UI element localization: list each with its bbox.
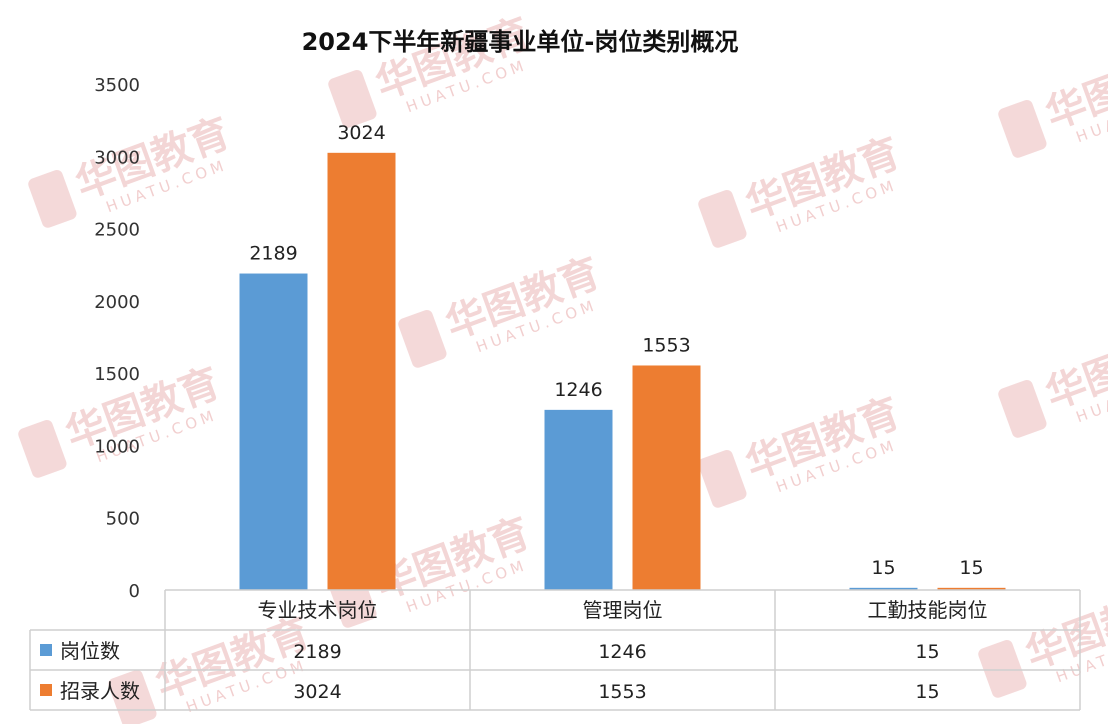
category-label: 管理岗位: [583, 598, 663, 622]
y-tick-label: 0: [129, 581, 140, 602]
table-cell: 1246: [598, 641, 646, 663]
y-tick-label: 3500: [94, 75, 140, 96]
watermark-logo-icon: [698, 449, 747, 508]
table-cell: 3024: [293, 681, 341, 703]
table-cell: 15: [915, 681, 939, 703]
bar: [632, 365, 701, 590]
bar: [327, 152, 396, 591]
data-label: 1553: [642, 334, 690, 356]
bars: [239, 152, 1006, 591]
data-label: 1246: [554, 379, 602, 401]
watermark-logo-icon: [18, 419, 67, 478]
watermark-logo-icon: [28, 169, 77, 228]
y-tick-label: 3000: [94, 147, 140, 168]
data-label: 3024: [337, 122, 385, 144]
table-cell: 15: [915, 641, 939, 663]
legend-swatch: [40, 644, 52, 656]
bar: [937, 587, 1006, 590]
table-cell: 1553: [598, 681, 646, 703]
watermark-logo-icon: [108, 669, 157, 724]
legend-label: 招录人数: [60, 679, 140, 703]
watermark-logo-icon: [978, 639, 1027, 698]
data-label: 15: [871, 557, 895, 579]
table-cell: 2189: [293, 641, 341, 663]
y-axis: 0 500 1000 1500 2000 2500 3000 3500: [94, 75, 140, 602]
y-tick-label: 1000: [94, 436, 140, 457]
y-tick-label: 500: [106, 509, 140, 530]
watermark-logo-icon: [998, 99, 1047, 158]
legend-label: 岗位数: [60, 639, 120, 663]
category-label: 工勤技能岗位: [868, 598, 988, 622]
chart-title: 2024下半年新疆事业单位-岗位类别概况: [302, 28, 739, 56]
watermark-logo-icon: [398, 309, 447, 368]
watermark-logo-icon: [698, 189, 747, 248]
watermark-logo-icon: [998, 379, 1047, 438]
data-labels: 2189 3024 1246 1553 15 15: [249, 122, 983, 579]
y-tick-label: 2500: [94, 220, 140, 241]
watermark-logo-icon: [328, 69, 377, 128]
bar: [239, 273, 308, 590]
legend-swatch: [40, 684, 52, 696]
y-tick-label: 1500: [94, 364, 140, 385]
bar: [544, 409, 613, 590]
category-label: 专业技术岗位: [258, 598, 378, 622]
bar: [849, 587, 918, 590]
data-label: 15: [959, 557, 983, 579]
y-tick-label: 2000: [94, 292, 140, 313]
data-label: 2189: [249, 243, 297, 265]
